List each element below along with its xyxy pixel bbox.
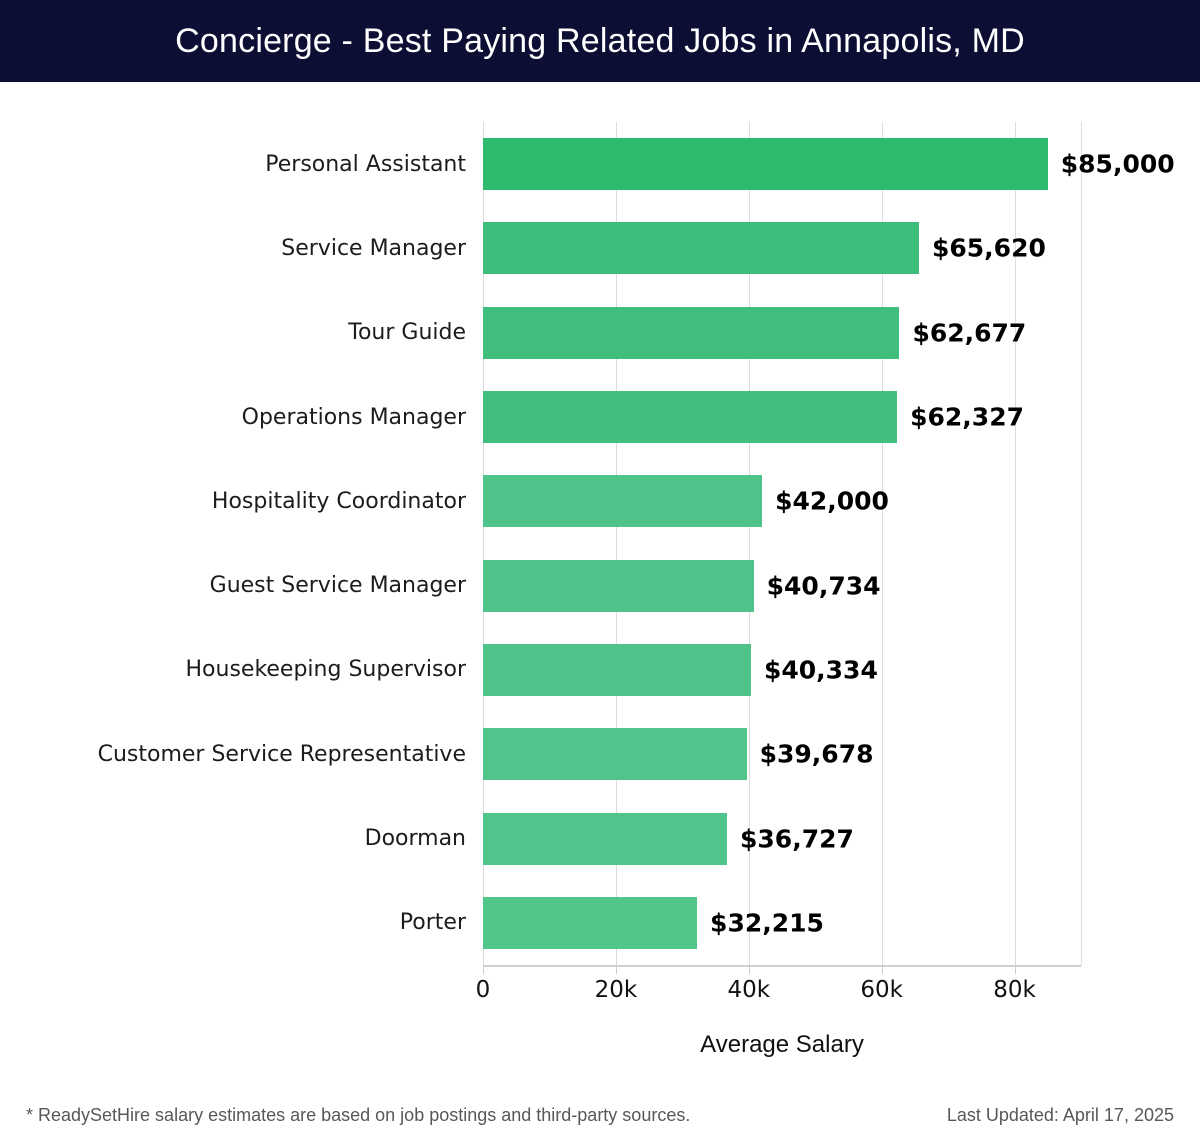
category-label: Porter: [399, 910, 466, 936]
bar: [483, 222, 919, 275]
tick-label: 80k: [993, 976, 1036, 1003]
category-label: Housekeeping Supervisor: [185, 657, 467, 683]
value-label: $42,000: [775, 486, 889, 516]
bar-row: Doorman $36,727: [0, 796, 1200, 880]
bar-track: $85,000: [483, 138, 1175, 191]
tick-mark: [615, 966, 617, 974]
bar: [483, 728, 747, 781]
bar-chart: Personal Assistant $85,000 Service Manag…: [0, 122, 1200, 1059]
category-label: Service Manager: [281, 235, 466, 261]
value-label: $85,000: [1060, 149, 1175, 179]
value-label: $39,678: [759, 739, 874, 769]
bar-track: $40,334: [483, 643, 1081, 696]
header: Concierge - Best Paying Related Jobs in …: [0, 0, 1200, 82]
bar-track: $39,678: [483, 728, 1081, 781]
tick-label: 40k: [727, 976, 771, 1003]
value-label: $36,727: [740, 824, 854, 854]
bar-row: Operations Manager $62,327: [0, 375, 1200, 459]
gridline: [748, 122, 750, 965]
bar-row: Hospitality Coordinator $42,000: [0, 459, 1200, 543]
tick-label: 60k: [860, 976, 903, 1003]
tick-mark: [748, 966, 750, 974]
bar: [483, 559, 754, 612]
category-label: Personal Assistant: [265, 151, 466, 177]
tick-label: 20k: [594, 976, 638, 1003]
bar: [483, 475, 763, 528]
tick-mark: [483, 966, 484, 974]
tick-mark: [881, 966, 883, 974]
bar: [483, 896, 698, 949]
gridline: [881, 122, 883, 965]
page-title: Concierge - Best Paying Related Jobs in …: [175, 21, 1025, 60]
bar: [483, 391, 898, 444]
bar-row: Service Manager $65,620: [0, 206, 1200, 290]
bar-row: Personal Assistant $85,000: [0, 122, 1200, 206]
bar-rows: Personal Assistant $85,000 Service Manag…: [0, 122, 1200, 965]
bar: [483, 138, 1048, 191]
bar-row: Tour Guide $62,677: [0, 291, 1200, 375]
category-label: Hospitality Coordinator: [211, 488, 466, 514]
value-label: $62,327: [910, 402, 1024, 432]
footer: * ReadySetHire salary estimates are base…: [0, 1105, 1200, 1126]
gridline: [483, 122, 484, 965]
bar-row: Housekeeping Supervisor $40,334: [0, 628, 1200, 712]
bar-row: Guest Service Manager $40,734: [0, 543, 1200, 627]
bar-track: $65,620: [483, 222, 1081, 275]
gridline: [1014, 122, 1016, 965]
category-label: Doorman: [364, 826, 466, 852]
bar-track: $62,677: [483, 306, 1081, 359]
bar: [483, 643, 751, 696]
value-label: $40,334: [763, 655, 878, 685]
bar-track: $62,327: [483, 391, 1081, 444]
bar-track: $36,727: [483, 812, 1081, 865]
x-axis: 0 20k 40k 60k 80k: [476, 964, 1081, 1009]
value-label: $32,215: [710, 908, 824, 938]
bar-row: Porter $32,215: [0, 881, 1200, 965]
category-label: Guest Service Manager: [209, 573, 466, 599]
category-label: Tour Guide: [348, 320, 466, 346]
value-label: $40,734: [766, 571, 881, 601]
bar-row: Customer Service Representative $39,678: [0, 712, 1200, 796]
tick-mark: [1014, 966, 1016, 974]
bar-track: $32,215: [483, 896, 1081, 949]
bar-track: $40,734: [483, 559, 1081, 612]
bar: [483, 812, 728, 865]
value-label: $62,677: [912, 318, 1027, 348]
gridlines: [483, 122, 1082, 965]
x-axis-title: Average Salary: [700, 1030, 864, 1058]
category-label: Customer Service Representative: [97, 741, 466, 767]
tick-label: 0: [475, 976, 491, 1003]
value-label: $65,620: [932, 233, 1046, 263]
footer-note: * ReadySetHire salary estimates are base…: [26, 1105, 691, 1125]
bar: [483, 306, 900, 359]
category-label: Operations Manager: [241, 404, 466, 430]
gridline: [615, 122, 617, 965]
footer-last-updated: Last Updated: April 17, 2025: [946, 1105, 1174, 1125]
gridline: [1081, 122, 1082, 965]
bar-track: $42,000: [483, 475, 1081, 528]
